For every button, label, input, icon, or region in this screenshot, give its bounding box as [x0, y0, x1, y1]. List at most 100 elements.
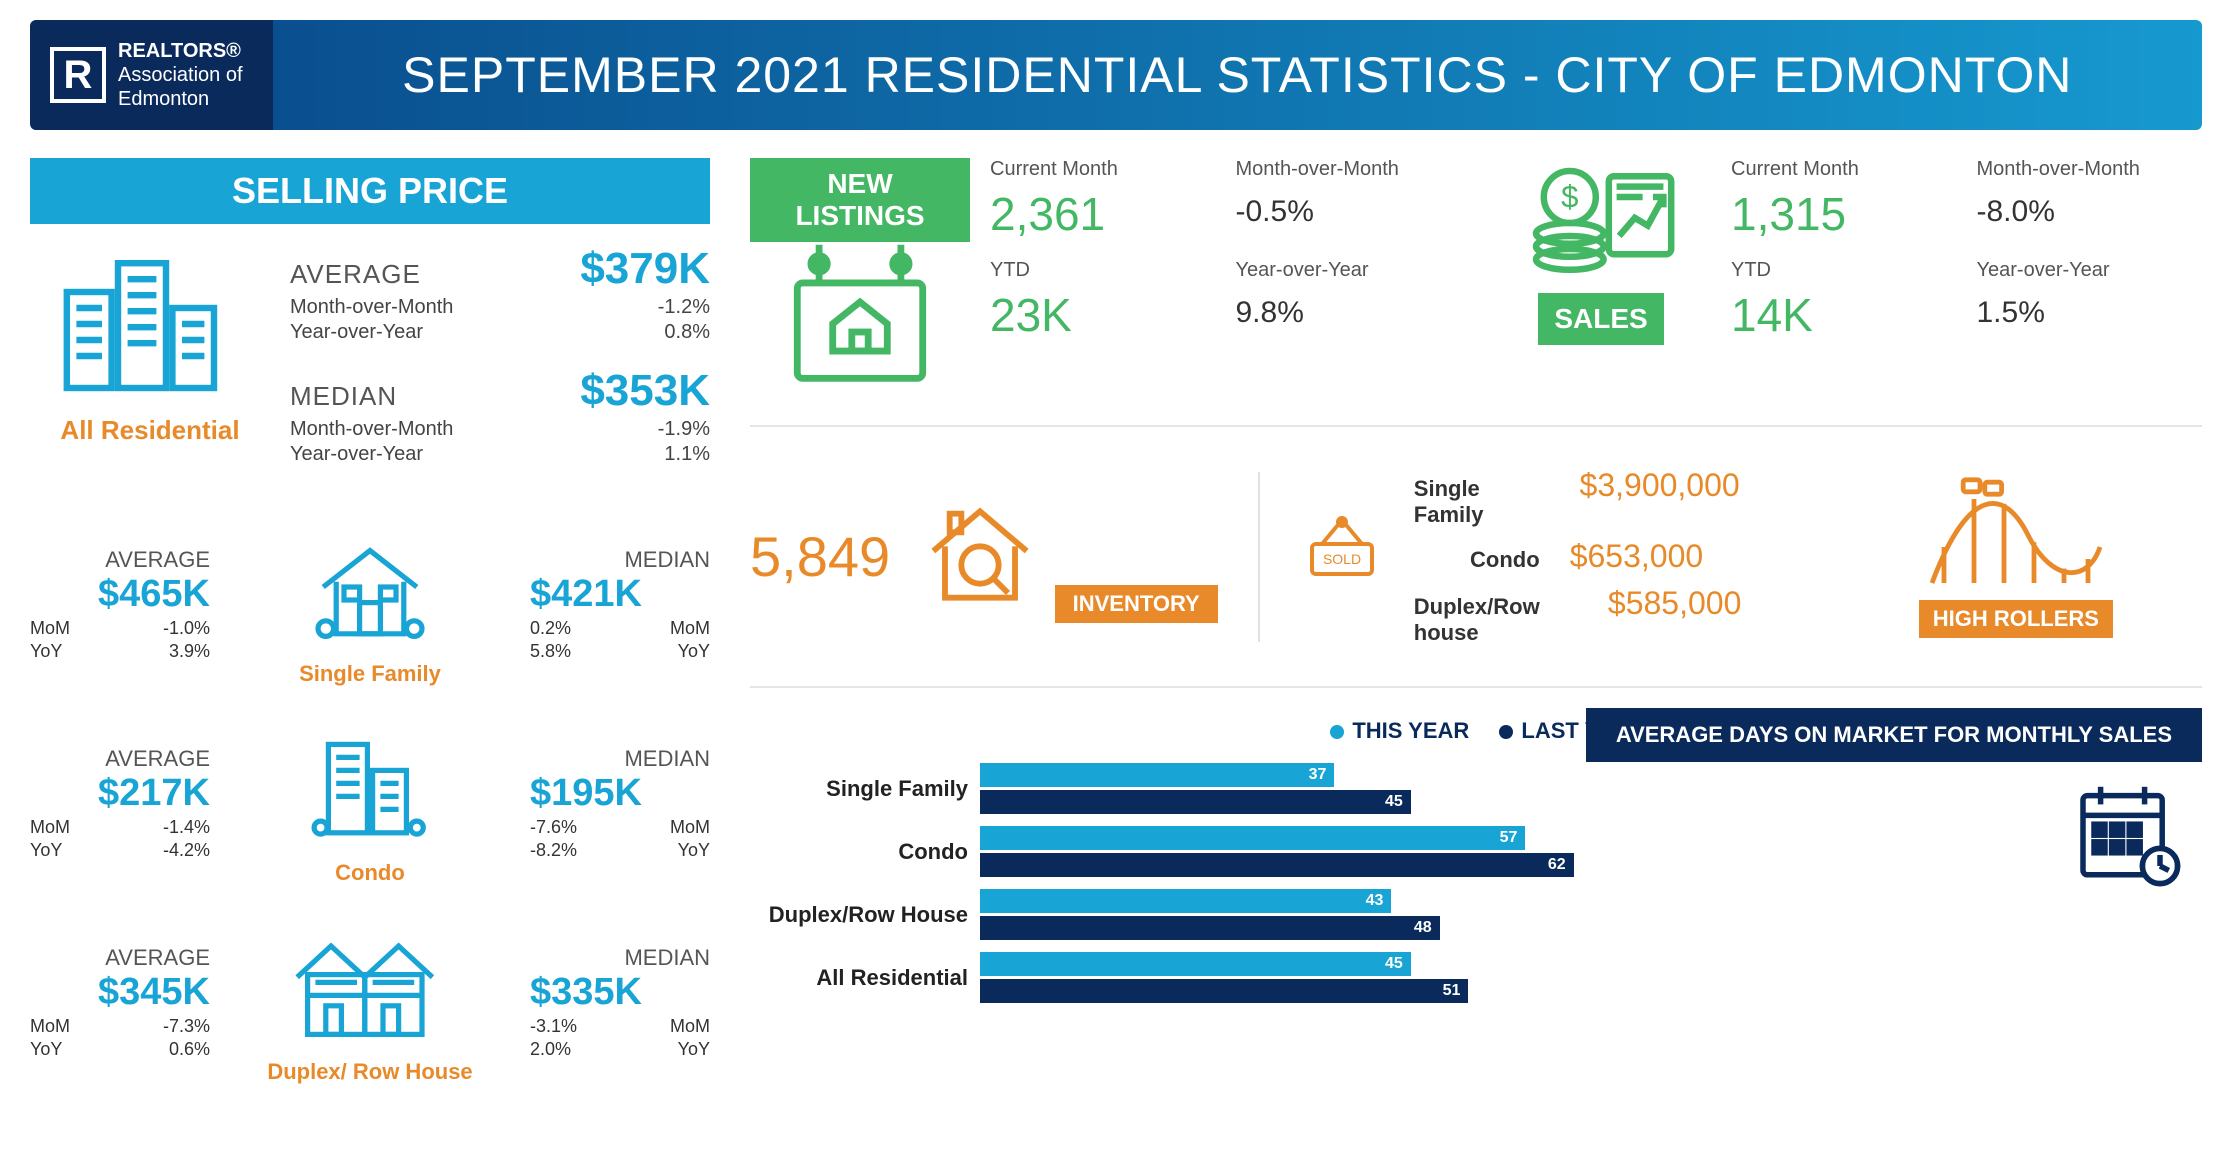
s-current-label: Current Month — [1731, 158, 1957, 181]
med-value: $353K — [580, 366, 710, 416]
hr-category: Single Family — [1414, 476, 1550, 528]
new-listings-panel: NEW LISTINGS Current Month2,361 Month- — [750, 158, 1461, 397]
inventory-label: INVENTORY — [1055, 585, 1218, 623]
avg-mom-v: -7.3% — [163, 1016, 210, 1037]
avg-mom-v: -1.0% — [163, 618, 210, 639]
new-listings-badge: NEW LISTINGS — [750, 158, 970, 242]
nl-mom-label: Month-over-Month — [1236, 158, 1462, 181]
avg-yoy: 0.8% — [664, 321, 710, 344]
dom-bar-last-year: 62 — [980, 853, 1574, 877]
dom-bar-last-year: 48 — [980, 916, 1440, 940]
avg-hdr: AVERAGE — [30, 746, 210, 772]
type-card: AVERAGE $217K MoM -1.4% YoY -4.2% Condo ME… — [30, 721, 710, 886]
high-rollers-block: SOLD Single Family $3,900,000 Condo $653… — [1300, 457, 2202, 656]
med-val: $195K — [530, 772, 710, 815]
type-name: Single Family — [220, 661, 520, 687]
avg-label: AVERAGE — [290, 259, 421, 290]
avg-yoy-v: 3.9% — [169, 641, 210, 662]
med-mom: -1.9% — [658, 418, 710, 441]
sold-sign-icon: SOLD — [1300, 514, 1384, 599]
med-hdr: MEDIAN — [530, 746, 710, 772]
avg-val: $345K — [30, 971, 210, 1014]
listings-sales-row: NEW LISTINGS Current Month2,361 Month- — [750, 158, 2202, 427]
avg-mom-k: MoM — [30, 618, 70, 639]
med-yoy: 1.1% — [664, 443, 710, 466]
dom-category: All Residential — [750, 965, 980, 991]
dom-category: Duplex/Row House — [750, 902, 980, 928]
med-label: MEDIAN — [290, 381, 397, 412]
high-roller-row: Duplex/Row house $585,000 — [1414, 585, 1800, 646]
dom-chart-panel: AVERAGE DAYS ON MARKET FOR MONTHLY SALES… — [750, 688, 2202, 1012]
s-yoy: 1.5% — [1977, 296, 2203, 330]
nl-ytd-label: YTD — [990, 259, 1216, 282]
nl-mom: -0.5% — [1236, 195, 1462, 229]
nl-yoy-label: Year-over-Year — [1236, 259, 1462, 282]
nl-ytd: 23K — [990, 288, 1216, 342]
svg-text:SOLD: SOLD — [1323, 551, 1361, 567]
med-yoy-k: YoY — [678, 840, 710, 861]
dom-chart-row: Single Family 37 45 — [750, 760, 1650, 817]
hr-value: $585,000 — [1608, 585, 1800, 622]
high-roller-row: Condo $653,000 — [1414, 538, 1800, 575]
dom-chart-row: All Residential 45 51 — [750, 949, 1650, 1006]
all-residential-block: All Residential — [30, 244, 270, 488]
med-mom-k: MoM — [670, 1016, 710, 1037]
med-mom-v: -7.6% — [530, 817, 577, 838]
med-mom-label: Month-over-Month — [290, 418, 453, 441]
med-yoy-k: YoY — [678, 1039, 710, 1060]
type-name: Duplex/ Row House — [220, 1059, 520, 1085]
type-name: Condo — [220, 860, 520, 886]
type-card: AVERAGE $345K MoM-7.3% YoY0.6% Duplex/ R… — [30, 920, 710, 1085]
nl-current: 2,361 — [990, 187, 1216, 241]
nl-current-label: Current Month — [990, 158, 1216, 181]
avg-hdr: AVERAGE — [30, 945, 210, 971]
s-yoy-label: Year-over-Year — [1977, 259, 2203, 282]
hr-category: Condo — [1470, 547, 1540, 573]
all-residential-label: All Residential — [30, 415, 270, 446]
avg-yoy-v: -4.2% — [163, 840, 210, 861]
dom-bar-this-year: 43 — [980, 889, 1391, 913]
med-mom-v: 0.2% — [530, 618, 571, 639]
s-mom-label: Month-over-Month — [1977, 158, 2203, 181]
med-yoy-v: -8.2% — [530, 840, 577, 861]
s-mom: -8.0% — [1977, 195, 2203, 229]
med-hdr: MEDIAN — [530, 945, 710, 971]
hr-value: $3,900,000 — [1580, 467, 1800, 504]
property-type-icon — [220, 721, 520, 856]
avg-mom-k: MoM — [30, 817, 70, 838]
s-current: 1,315 — [1731, 187, 1957, 241]
med-val: $335K — [530, 971, 710, 1014]
realtor-r-icon: R — [50, 47, 106, 103]
med-block: MEDIAN $353K Month-over-Month-1.9% Year-… — [290, 366, 710, 466]
avg-yoy-label: Year-over-Year — [290, 321, 423, 344]
dom-bar-this-year: 57 — [980, 826, 1525, 850]
med-mom-k: MoM — [670, 817, 710, 838]
header-bar: R REALTORS® Association of Edmonton SEPT… — [30, 20, 2202, 130]
type-card: AVERAGE $465K MoM-1.0% YoY3.9% Single Fa… — [30, 522, 710, 687]
nl-yoy: 9.8% — [1236, 296, 1462, 330]
org-line2: Association of — [118, 63, 243, 87]
avg-val: $465K — [30, 573, 210, 616]
avg-val: $217K — [30, 772, 210, 815]
org-line1: REALTORS® — [118, 39, 243, 63]
svg-text:$: $ — [1561, 179, 1578, 214]
sales-panel: $ SALES Current Month 1,315 Month-over-Mo… — [1491, 158, 2202, 345]
inventory-block: 5,849 INVENTORY — [750, 491, 1218, 623]
avg-yoy-k: YoY — [30, 840, 62, 861]
org-name: REALTORS® Association of Edmonton — [118, 39, 243, 111]
property-type-icon — [220, 522, 520, 657]
high-roller-row: Single Family $3,900,000 — [1414, 467, 1800, 528]
avg-mom: -1.2% — [658, 296, 710, 319]
hr-value: $653,000 — [1570, 538, 1800, 575]
avg-mom-v: -1.4% — [163, 817, 210, 838]
calendar-clock-icon — [2072, 778, 2182, 893]
med-yoy-v: 5.8% — [530, 641, 571, 662]
inventory-value: 5,849 — [750, 524, 890, 589]
s-ytd: 14K — [1731, 288, 1957, 342]
sign-house-icon — [775, 242, 945, 392]
divider — [1258, 472, 1260, 642]
med-yoy-k: YoY — [678, 641, 710, 662]
sales-badge: SALES — [1538, 293, 1663, 345]
property-type-icon — [220, 920, 520, 1055]
dom-bar-this-year: 45 — [980, 952, 1411, 976]
